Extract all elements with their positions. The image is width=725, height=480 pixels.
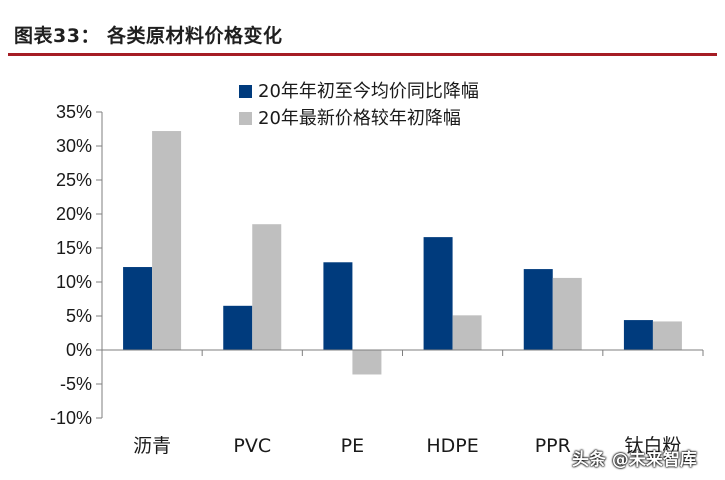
y-tick-label: 0% [66,340,92,360]
category-label: PE [341,435,364,457]
watermark-text: 头条 @未来智库 [572,450,697,470]
y-tick-label: 5% [66,306,92,326]
bar-latest-5 [652,321,682,350]
y-tick-label: 30% [56,136,92,156]
bar-latest-0 [152,131,182,350]
bar-ytd-avg-2 [323,262,353,350]
y-tick-label: -5% [60,374,92,394]
bar-latest-3 [452,315,482,350]
legend-swatch [239,85,252,98]
bar-ytd-avg-1 [223,305,253,350]
bar-ytd-avg-5 [623,320,653,350]
category-label: PPR [535,435,571,457]
category-label: 钛白粉 [624,435,681,457]
category-label: 沥青 [133,435,171,457]
y-tick-label: 25% [56,170,92,190]
y-tick-label: -10% [50,408,92,428]
bar-ytd-avg-0 [123,267,153,350]
bars [123,131,682,375]
figure-title: 图表33： 各类原材料价格变化 [14,25,283,47]
y-tick-label: 15% [56,238,92,258]
y-tick-label: 20% [56,204,92,224]
bar-latest-4 [552,277,582,350]
legend-swatch [239,112,252,125]
category-label: PVC [233,435,271,457]
bar-ytd-avg-3 [423,237,453,350]
y-tick-label: 35% [56,102,92,122]
x-axis: 沥青 PVC PE HDPE PPR 钛白粉 [101,349,704,457]
legend-label: 20年最新价格较年初降幅 [258,108,461,129]
y-axis: -10% -5% 0% 5% 10% 15% 20% 25% 30% 35% [50,102,103,428]
y-tick-label: 10% [56,272,92,292]
legend: 20年年初至今均价同比降幅 20年最新价格较年初降幅 [239,81,479,129]
category-label: HDPE [426,435,478,457]
title-divider [8,53,717,56]
bar-ytd-avg-4 [523,269,553,350]
legend-label: 20年年初至今均价同比降幅 [258,81,479,102]
bar-latest-2 [352,350,382,375]
bar-latest-1 [252,224,282,350]
